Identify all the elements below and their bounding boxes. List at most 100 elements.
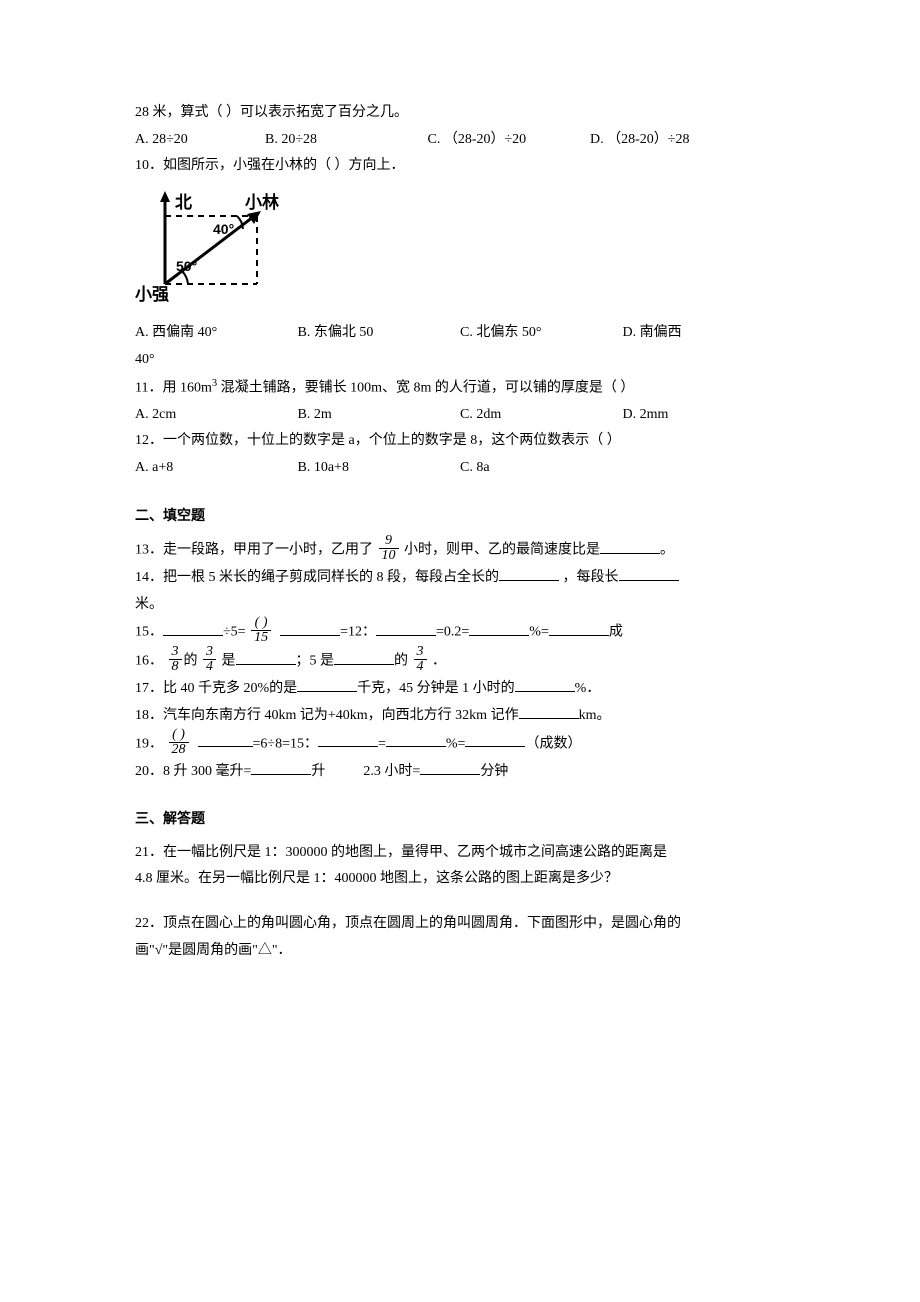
q10-choice-c: C. 北偏东 50°: [460, 320, 623, 347]
blank: [386, 733, 446, 747]
q9-stem-continued: 28 米，算式（ ）可以表示拓宽了百分之几。: [135, 100, 785, 127]
q19-fraction: ( )28: [169, 728, 189, 757]
q15-pre: 15．: [135, 625, 163, 640]
section-3-title: 三、解答题: [135, 807, 785, 834]
blank: [376, 622, 436, 636]
q16-f2n: 3: [203, 645, 216, 660]
q11-pre: 11．用 160m: [135, 380, 212, 395]
q16-f2: 34: [203, 645, 216, 674]
q15-den: 15: [251, 631, 271, 645]
q10-choice-d: D. 南偏西: [623, 320, 786, 347]
q13-post: 小时，则甲、乙的最简速度比是: [404, 543, 600, 558]
q17: 17．比 40 千克多 20%的是 千克，45 分钟是 1 小时的 %．: [135, 676, 785, 703]
q20-d: 分钟: [480, 764, 508, 779]
q20-c: 2.3 小时=: [363, 764, 420, 779]
q11-choices: A. 2cm B. 2m C. 2dm D. 2mm: [135, 402, 785, 429]
q10-diagram: 北 40° 50° 小林 小强: [135, 186, 785, 315]
q14-b: ，每段长: [559, 570, 619, 585]
blank: [469, 622, 529, 636]
q18-b: km。: [579, 708, 611, 723]
q10-stem: 10．如图所示，小强在小林的（ ）方向上．: [135, 153, 785, 180]
q13-end: 。: [660, 543, 674, 558]
q11-choice-d: D. 2mm: [623, 402, 786, 429]
q14-a: 14．把一根 5 米长的绳子剪成同样长的 8 段，每段占全长的: [135, 570, 499, 585]
q20-a: 20．8 升 300 毫升=: [135, 764, 251, 779]
blank: [600, 540, 660, 554]
q15: 15． ÷5= ( )15 =12： =0.2= %= 成: [135, 618, 785, 647]
q16-mid4: 的: [394, 654, 408, 669]
q11-choice-a: A. 2cm: [135, 402, 298, 429]
q11-stem: 11．用 160m3 混凝土铺路，要铺长 100m、宽 8m 的人行道，可以铺的…: [135, 374, 785, 402]
blank: [318, 733, 378, 747]
q15-a: ÷5=: [223, 625, 249, 640]
q16: 16． 38的 34 是；5 是的 34 ．: [135, 647, 785, 676]
q17-b: 千克，45 分钟是 1 小时的: [357, 681, 515, 696]
q13: 13．走一段路，甲用了一小时，乙用了 910 小时，则甲、乙的最简速度比是 。: [135, 536, 785, 565]
q19: 19． ( )28 =6÷8=15：=%=（成数）: [135, 730, 785, 759]
q15-c: =0.2=: [436, 625, 469, 640]
q19-b: =: [378, 736, 386, 751]
q16-f1: 38: [169, 645, 182, 674]
blank: [549, 622, 609, 636]
q17-a: 17．比 40 千克多 20%的是: [135, 681, 297, 696]
q22-line2: 画"√"是圆周角的画"△"．: [135, 938, 785, 965]
q16-f1n: 3: [169, 645, 182, 660]
q13-den: 10: [379, 549, 399, 563]
q19-a: =6÷8=15：: [253, 736, 318, 751]
q15-fraction: ( )15: [251, 616, 271, 645]
q13-fraction: 910: [379, 534, 399, 563]
section-2-title: 二、填空题: [135, 504, 785, 531]
q9-choice-b: B. 20÷28: [265, 127, 428, 154]
q15-b: =12：: [340, 625, 376, 640]
q18: 18．汽车向东南方行 40km 记为+40km，向西北方行 32km 记作 km。: [135, 703, 785, 730]
q11-choice-c: C. 2dm: [460, 402, 623, 429]
q16-mid3: ；5 是: [296, 654, 335, 669]
q12-choice-a: A. a+8: [135, 455, 298, 482]
q9-choice-a: A. 28÷20: [135, 127, 265, 154]
q12-choices: A. a+8 B. 10a+8 C. 8a: [135, 455, 785, 482]
blank: [251, 761, 311, 775]
q17-c: %．: [575, 681, 601, 696]
svg-text:小林: 小林: [245, 192, 279, 212]
q16-f2d: 4: [203, 660, 216, 674]
q11-post: 混凝土铺路，要铺长 100m、宽 8m 的人行道，可以铺的厚度是（ ）: [217, 380, 634, 395]
q19-num: ( ): [169, 728, 189, 743]
blank: [334, 651, 394, 665]
q16-mid1: 的: [184, 654, 198, 669]
q15-num: ( ): [251, 616, 271, 631]
q12-choice-c: C. 8a: [460, 455, 623, 482]
q13-pre: 13．走一段路，甲用了一小时，乙用了: [135, 543, 377, 558]
q16-f3n: 3: [414, 645, 427, 660]
q11-choice-b: B. 2m: [298, 402, 461, 429]
q19-c: %=: [446, 736, 466, 751]
q15-d: %=: [529, 625, 549, 640]
svg-text:北: 北: [175, 193, 192, 212]
q18-a: 18．汽车向东南方行 40km 记为+40km，向西北方行 32km 记作: [135, 708, 519, 723]
blank: [515, 678, 575, 692]
q14-c: 米。: [135, 592, 785, 619]
svg-text:40°: 40°: [213, 221, 234, 237]
q15-e: 成: [609, 625, 623, 640]
blank: [198, 733, 253, 747]
blank: [280, 622, 340, 636]
svg-text:小强: 小强: [135, 285, 169, 304]
q12-choice-b: B. 10a+8: [298, 455, 461, 482]
q16-pre: 16．: [135, 654, 163, 669]
q10-choices: A. 西偏南 40° B. 东偏北 50 C. 北偏东 50° D. 南偏西: [135, 320, 785, 347]
q16-mid2: 是: [218, 654, 236, 669]
q19-pre: 19．: [135, 736, 163, 751]
blank: [499, 567, 559, 581]
q22-line1: 22．顶点在圆心上的角叫圆心角，顶点在圆周上的角叫圆周角．下面图形中，是圆心角的: [135, 911, 785, 938]
q21-line1: 21．在一幅比例尺是 1：300000 的地图上，量得甲、乙两个城市之间高速公路…: [135, 840, 785, 867]
q12-stem: 12．一个两位数，十位上的数字是 a，个位上的数字是 8，这个两位数表示（ ）: [135, 428, 785, 455]
q16-f3: 34: [414, 645, 427, 674]
blank: [236, 651, 296, 665]
q16-end: ．: [429, 654, 447, 669]
blank: [297, 678, 357, 692]
blank: [420, 761, 480, 775]
blank: [163, 622, 223, 636]
blank: [519, 705, 579, 719]
q9-choices: A. 28÷20 B. 20÷28 C. （28-20）÷20 D. （28-2…: [135, 127, 785, 154]
q10-extra: 40°: [135, 347, 785, 374]
q13-num: 9: [379, 534, 399, 549]
